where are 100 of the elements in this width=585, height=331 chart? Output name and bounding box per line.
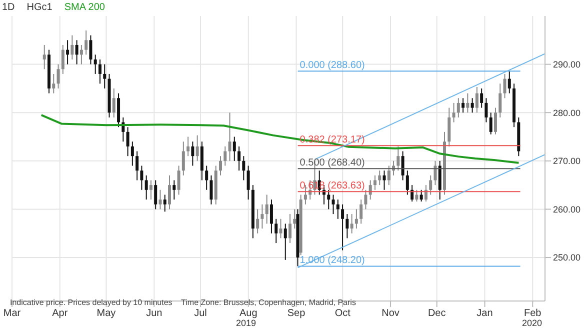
candlestick	[75, 40, 78, 65]
candlestick	[56, 64, 60, 89]
candlestick	[149, 180, 152, 200]
x-tick-label: Nov	[382, 308, 400, 320]
candlestick	[350, 214, 354, 234]
candlestick	[284, 223, 287, 260]
candlestick	[196, 134, 199, 162]
candlestick	[429, 174, 432, 196]
candlestick	[260, 204, 264, 230]
text: SMA 200	[64, 2, 105, 13]
candlestick	[112, 88, 116, 118]
candlestick	[494, 107, 497, 135]
x-tick-label: Apr	[52, 308, 68, 320]
candlestick	[406, 170, 409, 196]
x-tick-label: May	[96, 308, 116, 320]
candlestick	[274, 218, 278, 244]
candlestick	[61, 44, 64, 74]
candlestick	[256, 208, 260, 234]
candlestick	[462, 98, 465, 114]
candlestick	[136, 150, 139, 181]
candlestick	[434, 160, 437, 186]
series-label: 0.000 (288.60)	[300, 60, 365, 72]
x-tick-label: Jun	[146, 308, 162, 320]
candlestick	[238, 146, 241, 172]
candlestick	[288, 214, 292, 244]
candlestick	[191, 141, 194, 166]
candlestick	[354, 208, 358, 230]
candlestick	[66, 40, 70, 65]
candlestick	[232, 136, 236, 162]
candlestick	[224, 146, 227, 166]
candlestick	[480, 88, 484, 108]
candlestick	[140, 165, 144, 190]
x-tick-label: Aug	[239, 308, 258, 320]
candlestick	[144, 174, 148, 200]
chart-title: HGc1	[26, 2, 52, 13]
chart-subtitle: 1D	[2, 2, 15, 13]
candlestick	[130, 141, 134, 166]
candlestick	[293, 208, 296, 230]
candlestick	[489, 112, 492, 135]
candlestick	[396, 146, 400, 172]
candlestick	[364, 189, 368, 210]
candlestick	[84, 30, 88, 56]
candlestick	[279, 218, 282, 239]
candlestick	[242, 156, 246, 181]
candlestick	[94, 54, 97, 74]
candlestick	[154, 180, 158, 210]
candlestick	[70, 34, 74, 60]
candlestick	[270, 199, 273, 234]
candlestick	[89, 34, 92, 65]
candlestick	[475, 86, 478, 114]
candlestick	[346, 214, 349, 239]
candlestick	[182, 141, 185, 176]
text: 2019	[236, 318, 256, 328]
candlestick	[80, 44, 83, 65]
candlestick	[210, 174, 213, 205]
candlestick	[341, 204, 344, 251]
candlestick	[177, 165, 180, 196]
candlestick	[382, 170, 386, 190]
candlestick	[158, 189, 162, 210]
candlestick	[98, 58, 102, 84]
y-tick-label: 260.00	[553, 204, 581, 214]
candlestick	[246, 165, 250, 200]
candlestick	[332, 194, 335, 215]
candlestick	[186, 136, 190, 157]
candlestick	[415, 189, 418, 202]
candlestick	[205, 165, 208, 190]
x-tick-label: Feb	[524, 308, 542, 320]
x-tick-label: Sep	[287, 308, 306, 320]
candlestick	[42, 44, 46, 70]
candlestick	[387, 165, 390, 186]
candlestick	[168, 174, 172, 210]
x-tick-label: Jan	[476, 308, 493, 320]
candlestick	[484, 98, 488, 123]
x-tick-label: Mar	[3, 308, 22, 320]
candlestick	[172, 180, 176, 200]
candlestick	[401, 150, 404, 181]
candlestick	[452, 102, 456, 123]
text: 2020	[522, 318, 542, 328]
candlestick	[360, 199, 363, 224]
candlestick	[336, 199, 340, 220]
x-tick-label: Oct	[334, 308, 351, 320]
candlestick	[378, 170, 382, 186]
candlestick	[456, 98, 460, 118]
candlestick	[420, 189, 423, 202]
candlestick	[327, 189, 330, 210]
candlestick	[218, 156, 222, 176]
candlestick	[228, 112, 232, 162]
y-tick-label: 280.00	[553, 108, 581, 118]
x-tick-label: Dec	[428, 308, 446, 320]
candlestick	[503, 73, 506, 99]
candlestick	[163, 194, 166, 212]
y-tick-label: 250.00	[553, 252, 581, 263]
candlestick	[498, 83, 502, 118]
y-tick-label: 270.00	[553, 156, 581, 166]
candlestick	[52, 73, 56, 94]
candlestick	[126, 126, 130, 157]
annotation: Indicative price. Prices delayed by 10 minutes Time Zone: Brussels, Copenhagen, Madrid, Paris	[10, 298, 356, 307]
y-tick-label: 290.00	[553, 60, 581, 70]
x-tick-label: Jul	[194, 308, 207, 320]
candlestick	[466, 92, 470, 114]
